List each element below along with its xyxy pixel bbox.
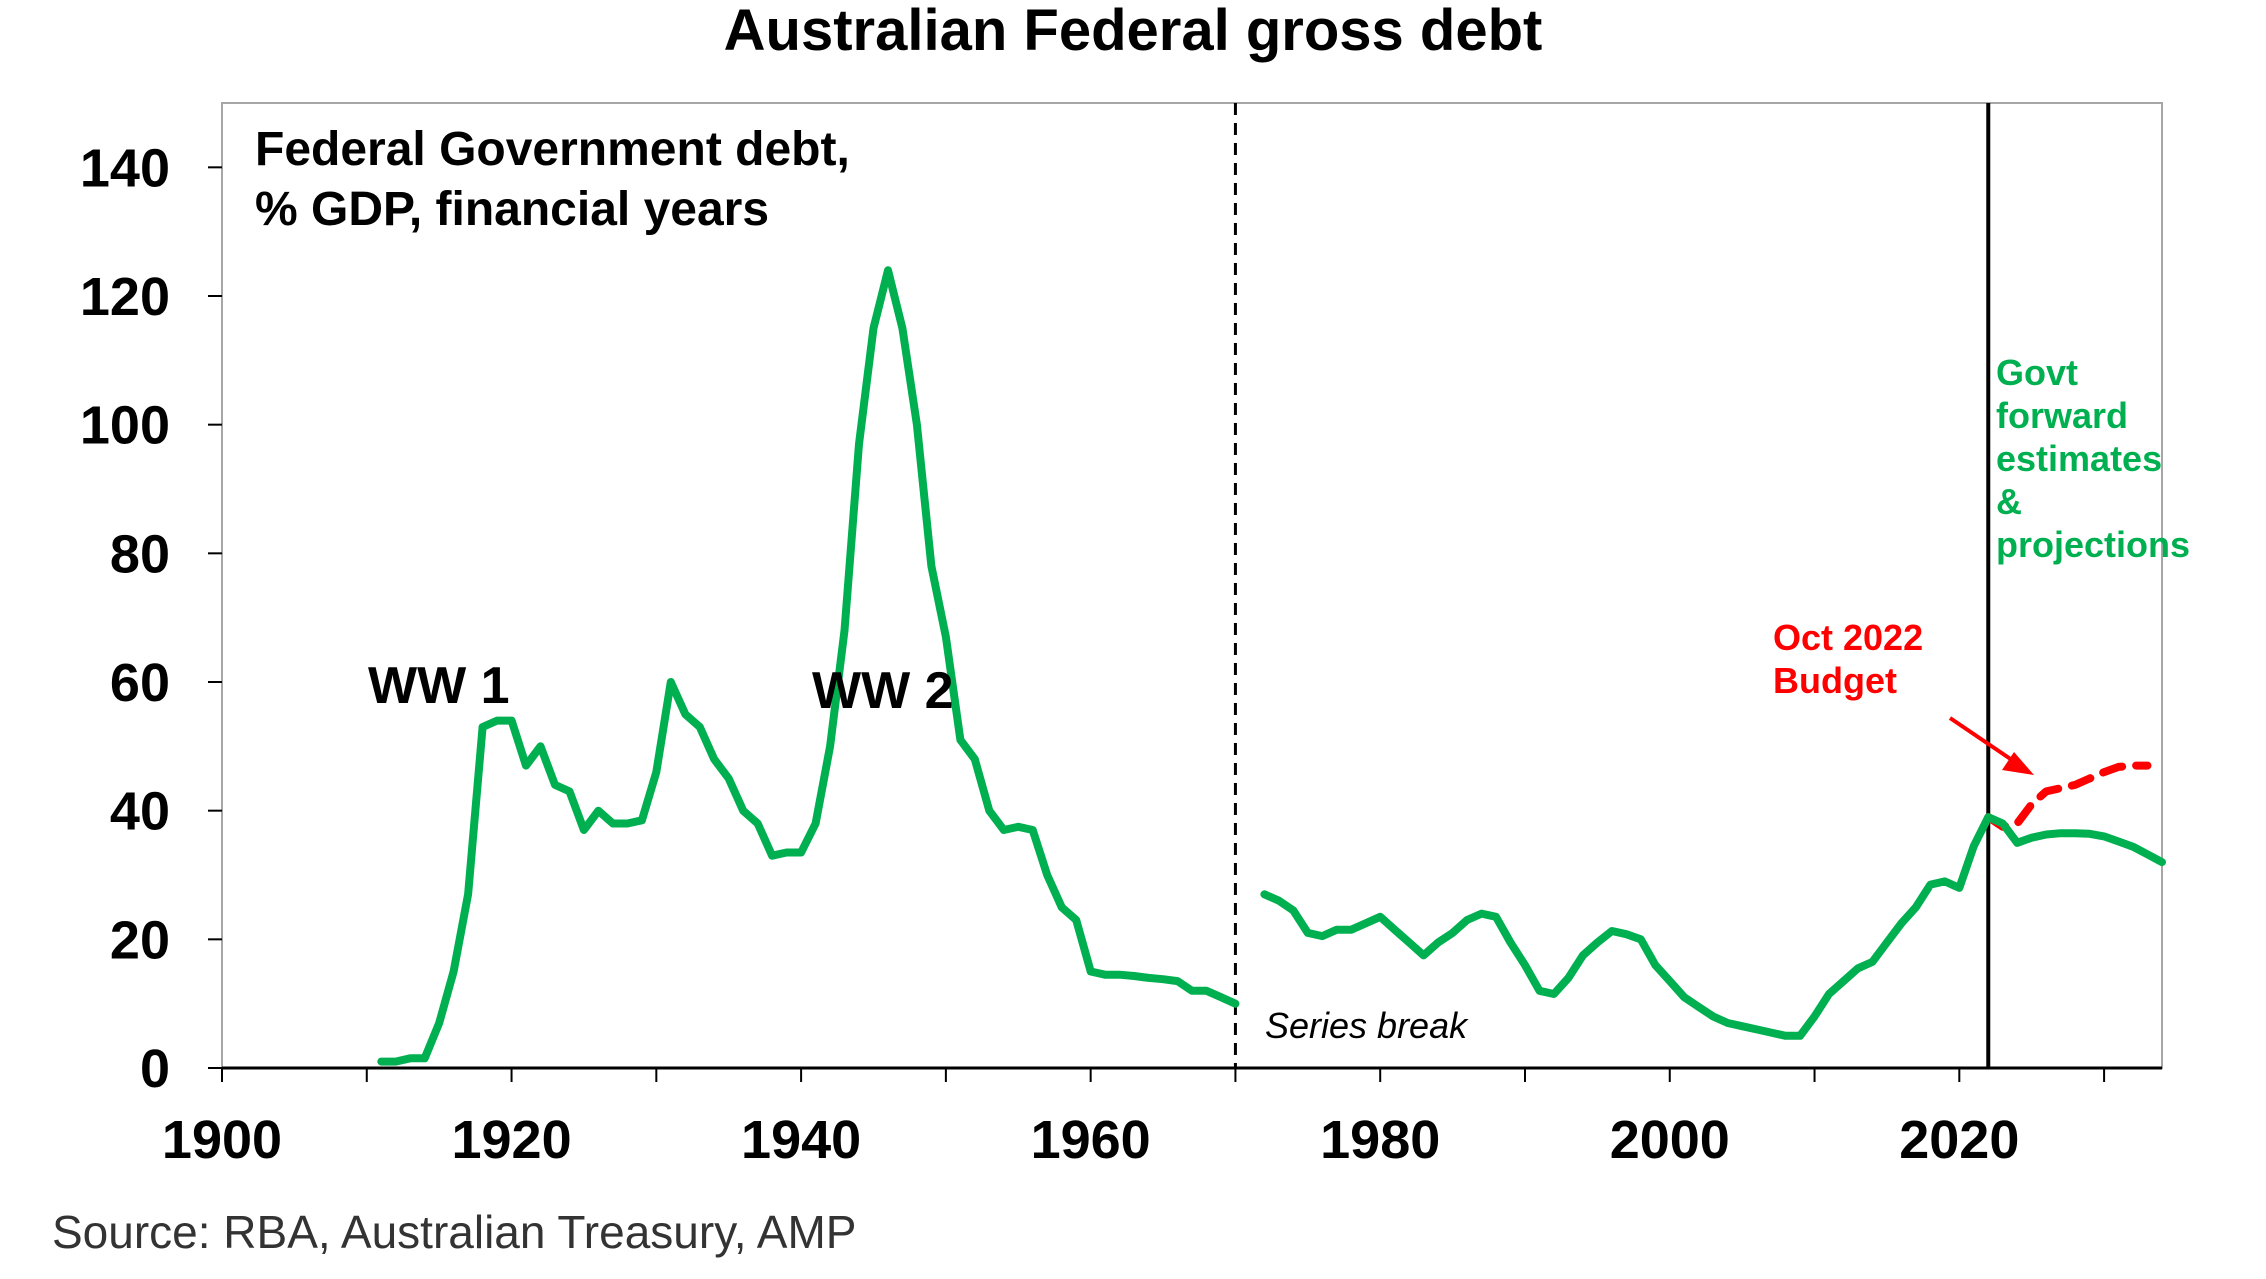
annotation-forward-line-5: projections [1996, 524, 2190, 565]
x-axis-ticks: 1900 1920 1940 1960 1980 2000 2020 [162, 1066, 2162, 1170]
x-tick-label: 1960 [1031, 1110, 1151, 1170]
y-tick-label: 40 [110, 782, 170, 842]
y-tick-label: 80 [110, 524, 170, 584]
budget-arrow-shaft [1948, 716, 2014, 762]
y-tick-label: 120 [80, 267, 170, 327]
y-tick-label: 20 [110, 910, 170, 970]
x-tick-label: 2020 [1899, 1110, 2019, 1170]
budget-projection-line [1984, 761, 2152, 831]
plot-area-frame [221, 102, 2163, 1069]
source-note: Source: RBA, Australian Treasury, AMP [52, 1206, 856, 1258]
annotation-budget-line-2: Budget [1773, 660, 1897, 701]
annotation-forward-line-3: estimates [1996, 438, 2162, 479]
y-tick-label: 0 [140, 1039, 170, 1099]
chart-subtitle-line-1: Federal Government debt, [255, 123, 850, 176]
annotation-ww2: WW 2 [812, 662, 954, 720]
y-axis-ticks: 0 20 40 60 80 100 120 140 [80, 138, 222, 1099]
annotation-forward-line-1: Govt [1996, 352, 2078, 393]
series-lines [377, 266, 2166, 1066]
y-tick-label: 100 [80, 396, 170, 456]
debt-line-post-1970 [1260, 813, 2166, 1040]
x-tick-label: 1940 [741, 1110, 861, 1170]
x-tick-label: 1920 [451, 1110, 571, 1170]
vertical-markers [1233, 103, 1991, 1068]
annotation-ww1: WW 1 [368, 657, 510, 715]
budget-arrow-head [2002, 752, 2034, 775]
chart-title: Australian Federal gross debt [724, 0, 1543, 63]
annotation-budget-line-1: Oct 2022 [1773, 617, 1923, 658]
annotation-forward-line-4: & [1996, 481, 2022, 522]
x-tick-label: 1980 [1320, 1110, 1440, 1170]
x-tick-label: 2000 [1610, 1110, 1730, 1170]
debt-line-pre-1970 [377, 266, 1240, 1066]
y-tick-label: 140 [80, 138, 170, 198]
annotation-forward-line-2: forward [1996, 395, 2128, 436]
annotation-series-break: Series break [1265, 1005, 1469, 1046]
chart-subtitle-line-2: % GDP, financial years [255, 183, 769, 236]
x-tick-label: 1900 [162, 1110, 282, 1170]
y-tick-label: 60 [110, 653, 170, 713]
